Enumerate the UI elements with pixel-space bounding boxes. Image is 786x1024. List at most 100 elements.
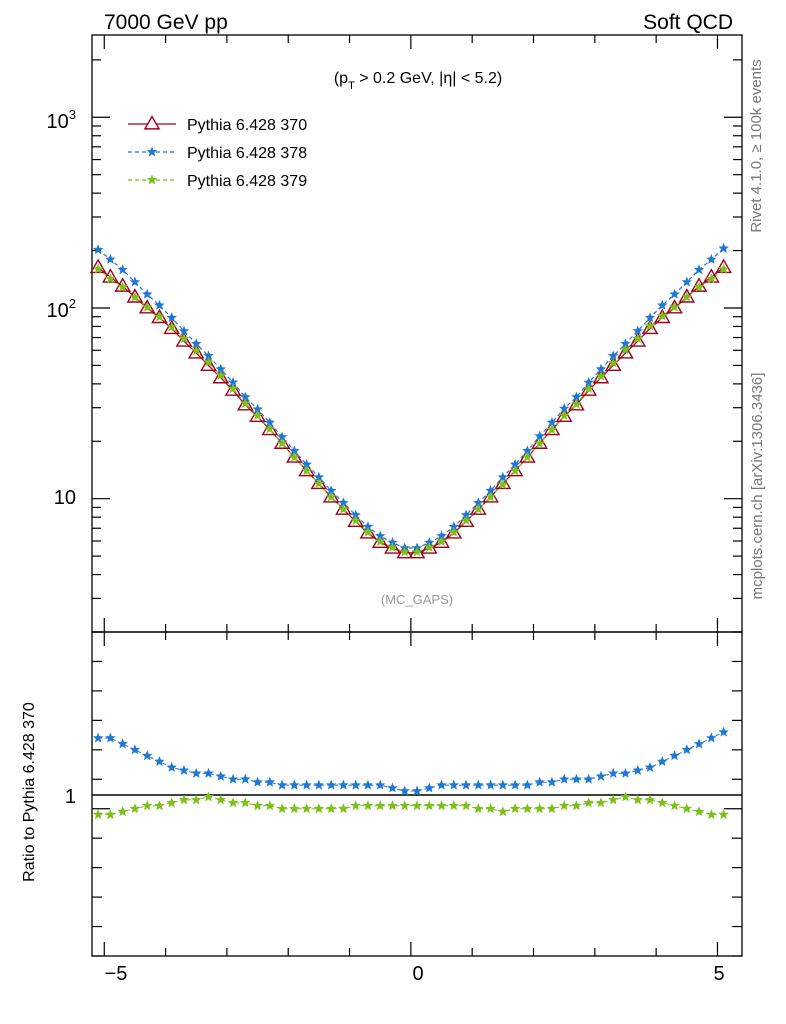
ratio-tick-label-1: 1 xyxy=(65,786,76,808)
series-3-point xyxy=(718,263,729,274)
legend-marker-1 xyxy=(143,115,161,130)
ratio-plot-frame xyxy=(91,631,743,957)
ratio-series-2-point xyxy=(191,767,202,778)
series-2-point xyxy=(105,253,116,264)
series-3-point xyxy=(644,320,656,331)
ratio-series-3-point xyxy=(669,800,680,811)
y-tick-label-10: 10 xyxy=(54,487,76,509)
ratio-series-3-point xyxy=(166,797,177,808)
ratio-series-2-point xyxy=(203,767,214,778)
ratio-series-3-point xyxy=(632,794,643,805)
series-3-point xyxy=(191,345,202,356)
header-right: Soft QCD xyxy=(643,11,733,34)
rivet-label: Rivet 4.1.0, ≥ 100k events xyxy=(748,59,765,232)
series-2-point xyxy=(436,530,447,541)
ratio-series-3-point xyxy=(276,803,288,814)
ratio-series-2-point xyxy=(608,767,619,778)
series-3-point xyxy=(276,437,288,448)
series-3-point xyxy=(203,356,214,367)
ratio-panel: 1 Ratio to Pythia 6.428 370 xyxy=(21,631,743,957)
ratio-series-3-point xyxy=(546,803,558,814)
series-1-point xyxy=(703,268,720,283)
ratio-series-2-point xyxy=(399,785,410,796)
legend-marker-3 xyxy=(146,174,158,185)
series-1-point xyxy=(715,258,732,274)
ratio-series-3-point xyxy=(485,803,496,814)
ratio-series-2-point xyxy=(497,779,509,790)
ratio-series-2-point xyxy=(595,770,607,781)
series-2-point xyxy=(608,350,619,361)
ratio-series-3-point xyxy=(191,794,202,805)
series-2-point xyxy=(473,497,484,508)
ratio-series-3-point xyxy=(644,794,656,805)
legend: Pythia 6.428 370 Pythia 6.428 378 Pythia 6… xyxy=(128,115,307,190)
ratio-series-3-point xyxy=(203,791,214,802)
series-2-point xyxy=(374,530,386,541)
series-3-point xyxy=(252,410,263,421)
series-3-point xyxy=(497,478,509,489)
series-1-point xyxy=(163,319,181,335)
series-3-point xyxy=(240,397,251,408)
main-panel: (pT > 0.2 GeV, |η| < 5.2) (MC_GAPS) Pyth… xyxy=(47,34,743,633)
series-3-point xyxy=(399,546,410,557)
ratio-series-3-point xyxy=(350,800,361,811)
series-3-point xyxy=(473,503,484,514)
ratio-series-3-point xyxy=(448,800,460,811)
series-1-point xyxy=(175,332,193,347)
series-3-point xyxy=(129,291,141,302)
ratio-line-2 xyxy=(98,731,724,792)
ratio-series-3-point xyxy=(252,800,263,811)
ratio-series-3-point xyxy=(374,800,386,811)
ratio-series-2-point xyxy=(240,773,251,784)
series-3-point xyxy=(387,541,398,552)
ratio-series-3-point xyxy=(301,803,312,814)
ratio-line-3 xyxy=(98,796,724,816)
ratio-series-3-point xyxy=(583,797,594,808)
series-2-point xyxy=(166,312,177,323)
series-3-point xyxy=(227,383,239,394)
series-2-point xyxy=(227,376,239,387)
series-2-point xyxy=(657,299,668,310)
ratio-series-2-point xyxy=(166,761,177,772)
series-2-point xyxy=(301,458,312,469)
series-2-point xyxy=(141,288,153,299)
ratio-series-2-point xyxy=(264,776,276,787)
series-3-point xyxy=(105,273,116,284)
series-3-point xyxy=(681,291,693,302)
legend-label-1: Pythia 6.428 370 xyxy=(187,117,307,134)
series-3-point xyxy=(534,437,545,448)
series-3-point xyxy=(436,536,447,547)
ratio-series-2-point xyxy=(374,779,386,790)
series-1-point xyxy=(224,381,242,396)
ratio-series-2-point xyxy=(448,779,460,790)
series-2-point xyxy=(669,288,680,299)
ratio-series-2-point xyxy=(362,779,374,790)
x-tick-label-5: 5 xyxy=(713,963,724,985)
x-tick-label-0: 0 xyxy=(412,963,423,985)
ratio-series-3-point xyxy=(178,794,190,805)
series-2-point xyxy=(571,391,582,402)
ratio-series-2-point xyxy=(105,732,116,743)
series-1-point xyxy=(592,368,610,384)
y-tick-label-100: 102 xyxy=(47,296,76,322)
series-2-point xyxy=(338,497,349,508)
series-3-point xyxy=(706,273,717,284)
ratio-series-2-point xyxy=(436,779,447,790)
series-3-point xyxy=(460,515,472,526)
legend-label-3: Pythia 6.428 379 xyxy=(187,173,307,190)
ratio-series-3-point xyxy=(595,797,607,808)
series-1-point xyxy=(102,268,119,283)
ratio-series-2-point xyxy=(558,773,570,784)
series-3-point xyxy=(141,301,153,312)
series-2-point xyxy=(325,485,337,496)
ratio-series-2-point xyxy=(681,744,693,755)
series-3-point xyxy=(571,398,582,409)
x-tick-label-minus5: −5 xyxy=(105,963,128,985)
ratio-series-2-point xyxy=(571,773,582,784)
series-2-point xyxy=(448,521,460,532)
series-2-point xyxy=(362,521,374,532)
ratio-series-2-point xyxy=(644,761,656,772)
ratio-series-2-point xyxy=(669,750,680,761)
series-3-point xyxy=(178,333,190,344)
ratio-series-3-point xyxy=(497,806,509,817)
